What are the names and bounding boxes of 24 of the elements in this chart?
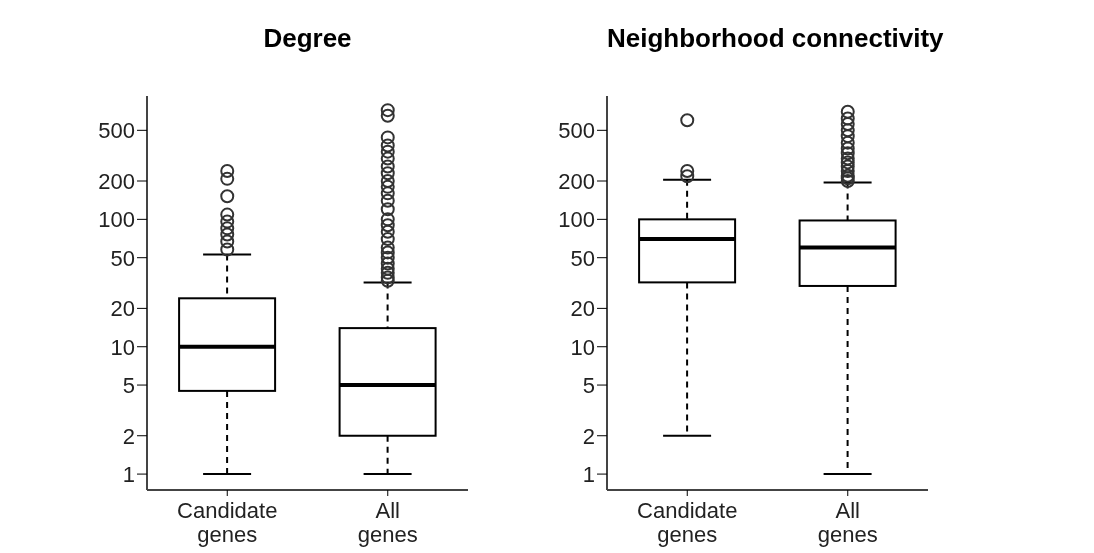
y-tick-label: 10 xyxy=(570,334,595,360)
chart-title: Neighborhood connectivity xyxy=(606,22,944,55)
x-tick-label: Candidate genes xyxy=(177,498,278,547)
x-tick-label: All genes xyxy=(817,498,878,547)
y-tick-label: 200 xyxy=(98,168,135,194)
y-tick-label: 50 xyxy=(570,245,595,271)
y-tick-label: 500 xyxy=(98,118,135,144)
chart-title: Degree xyxy=(262,22,353,55)
y-tick-label: 100 xyxy=(98,207,135,233)
y-tick-label: 100 xyxy=(558,207,595,233)
y-tick-label: 20 xyxy=(110,296,135,322)
x-tick-label: All genes xyxy=(357,498,418,547)
y-tick-label: 2 xyxy=(122,423,135,449)
x-tick-label: Candidate genes xyxy=(637,498,738,547)
y-tick-label: 10 xyxy=(110,334,135,360)
y-tick-label: 20 xyxy=(570,296,595,322)
y-tick-label: 200 xyxy=(558,168,595,194)
y-tick-label: 5 xyxy=(122,372,135,398)
y-tick-label: 1 xyxy=(122,461,135,487)
y-tick-label: 1 xyxy=(582,461,595,487)
y-tick-label: 2 xyxy=(582,423,595,449)
y-tick-label: 5 xyxy=(582,372,595,398)
y-tick-label: 500 xyxy=(558,118,595,144)
y-tick-label: 50 xyxy=(110,245,135,271)
